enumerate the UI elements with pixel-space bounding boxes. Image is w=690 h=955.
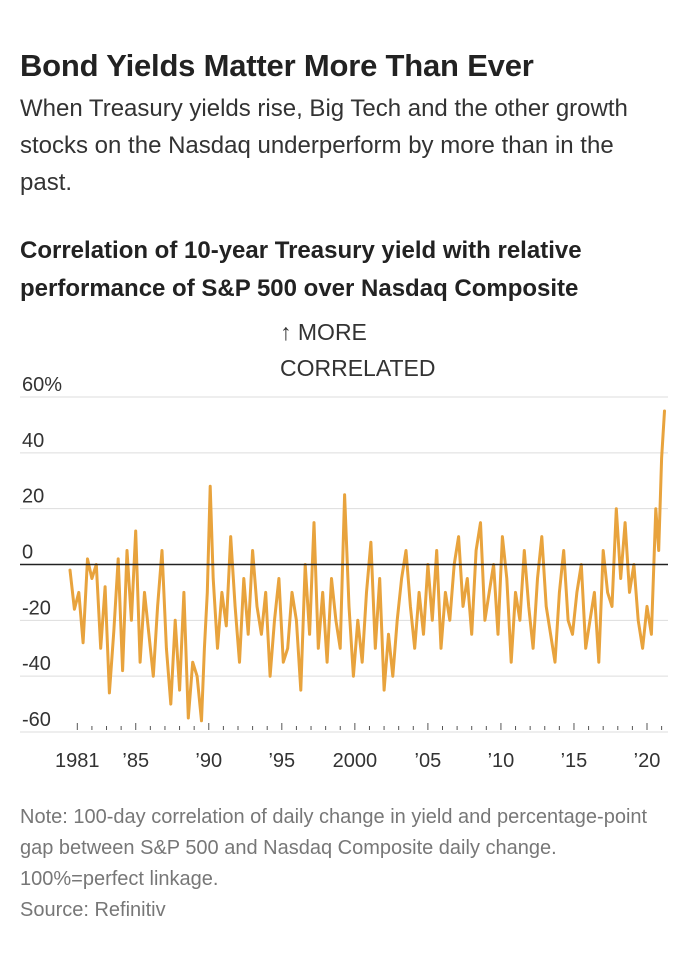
y-tick-label: 20 <box>22 486 44 508</box>
footnotes: Note: 100-day correlation of daily chang… <box>20 802 660 926</box>
y-tick-label: 40 <box>22 430 44 452</box>
x-tick-label: ’85 <box>122 750 149 772</box>
correlation-series-line <box>68 409 666 723</box>
x-tick-label: 2000 <box>333 750 378 772</box>
y-axis-labels: 60% 40 20 0 -20 -40 -60 <box>22 374 62 731</box>
y-tick-label: -40 <box>22 653 51 675</box>
x-tick-label: ’15 <box>561 750 588 772</box>
y-tick-label: 0 <box>22 542 33 564</box>
x-tick-label: ’10 <box>488 750 515 772</box>
series-layer <box>68 409 666 723</box>
x-tick-label: ’20 <box>634 750 661 772</box>
y-tick-label: -20 <box>22 597 51 619</box>
x-tick-label: ’90 <box>195 750 222 772</box>
headline: Bond Yields Matter More Than Ever <box>20 48 534 83</box>
annotation-line-1: ↑ MORE <box>280 319 367 345</box>
x-axis: 1981 ’85 ’90 ’95 2000 ’05 ’10 ’15 ’20 <box>55 723 663 772</box>
annotation-layer: ↑ MORE CORRELATED <box>280 319 436 381</box>
source-text: Source: Refinitiv <box>20 899 166 921</box>
note-text: Note: 100-day correlation of daily chang… <box>20 806 648 890</box>
x-tick-label: ’95 <box>268 750 295 772</box>
dek: When Treasury yields rise, Big Tech and … <box>20 95 628 196</box>
chart-title: Correlation of 10-year Treasury yield wi… <box>20 237 582 302</box>
y-tick-label: -60 <box>22 709 51 731</box>
annotation-line-2: CORRELATED <box>280 355 436 381</box>
y-tick-label: 60% <box>22 374 62 396</box>
x-tick-label: 1981 <box>55 750 100 772</box>
correlation-line-chart: 60% 40 20 0 -20 -40 -60 ↑ MORE CORRELATED 1981… <box>20 319 668 772</box>
x-tick-label: ’05 <box>415 750 442 772</box>
